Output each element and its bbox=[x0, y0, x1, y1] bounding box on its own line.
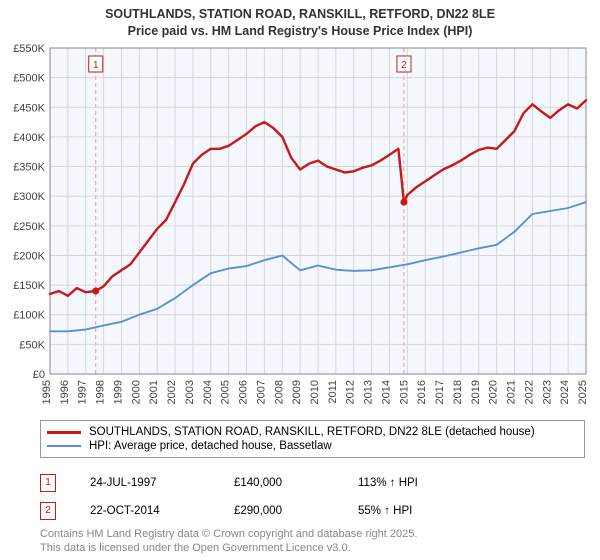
legend-label-ppd: SOUTHLANDS, STATION ROAD, RANSKILL, RETF… bbox=[89, 426, 535, 438]
svg-text:2025: 2025 bbox=[577, 380, 589, 404]
sale-row-1: 1 24-JUL-1997 £140,000 113% ↑ HPI bbox=[40, 468, 585, 496]
svg-text:2001: 2001 bbox=[148, 380, 160, 404]
title-line-2: Price paid vs. HM Land Registry's House … bbox=[0, 23, 600, 40]
legend-item-ppd: SOUTHLANDS, STATION ROAD, RANSKILL, RETF… bbox=[47, 425, 578, 439]
svg-text:1: 1 bbox=[93, 60, 99, 71]
svg-text:2021: 2021 bbox=[506, 380, 518, 404]
svg-text:£400K: £400K bbox=[13, 132, 45, 144]
svg-text:1998: 1998 bbox=[95, 380, 107, 404]
svg-text:£450K: £450K bbox=[13, 102, 45, 114]
svg-text:£200K: £200K bbox=[13, 250, 45, 262]
legend-swatch-ppd bbox=[47, 431, 81, 434]
svg-text:£300K: £300K bbox=[13, 191, 45, 203]
svg-text:2010: 2010 bbox=[309, 380, 321, 404]
svg-text:2005: 2005 bbox=[220, 380, 232, 404]
svg-text:2017: 2017 bbox=[434, 380, 446, 404]
svg-text:2012: 2012 bbox=[345, 380, 357, 404]
sale-price-1: £140,000 bbox=[234, 477, 324, 489]
svg-text:2020: 2020 bbox=[488, 380, 500, 404]
chart-area: £0 £50K £100K £150K £200K £250K £300K £350K £400… bbox=[8, 42, 592, 412]
svg-text:2022: 2022 bbox=[523, 380, 535, 404]
legend-label-hpi: HPI: Average price, detached house, Bass… bbox=[89, 440, 332, 452]
sale-ratio-2: 55% ↑ HPI bbox=[358, 505, 448, 517]
sale-price-2: £290,000 bbox=[234, 505, 324, 517]
svg-text:£500K: £500K bbox=[13, 73, 45, 85]
svg-text:2002: 2002 bbox=[166, 380, 178, 404]
svg-text:2018: 2018 bbox=[452, 380, 464, 404]
svg-text:2023: 2023 bbox=[541, 380, 553, 404]
sale-date-1: 24-JUL-1997 bbox=[90, 477, 200, 489]
svg-text:2016: 2016 bbox=[416, 380, 428, 404]
svg-text:2014: 2014 bbox=[380, 380, 392, 404]
line-chart-svg: £0 £50K £100K £150K £200K £250K £300K £350K £400… bbox=[8, 42, 592, 412]
sale-date-2: 22-OCT-2014 bbox=[90, 505, 200, 517]
svg-text:£0: £0 bbox=[33, 369, 45, 381]
title-line-1: SOUTHLANDS, STATION ROAD, RANSKILL, RETF… bbox=[0, 6, 600, 23]
legend: SOUTHLANDS, STATION ROAD, RANSKILL, RETF… bbox=[40, 420, 585, 458]
legend-item-hpi: HPI: Average price, detached house, Bass… bbox=[47, 439, 578, 453]
svg-text:2004: 2004 bbox=[202, 380, 214, 404]
svg-text:2013: 2013 bbox=[363, 380, 375, 404]
svg-text:2009: 2009 bbox=[291, 380, 303, 404]
sale-row-2: 2 22-OCT-2014 £290,000 55% ↑ HPI bbox=[40, 496, 585, 524]
sale-ratio-1: 113% ↑ HPI bbox=[358, 477, 448, 489]
svg-text:£550K: £550K bbox=[13, 43, 45, 55]
svg-text:£350K: £350K bbox=[13, 162, 45, 174]
svg-text:1997: 1997 bbox=[77, 380, 89, 404]
sale-marker-1: 1 bbox=[40, 474, 56, 492]
svg-text:2008: 2008 bbox=[273, 380, 285, 404]
chart-title: SOUTHLANDS, STATION ROAD, RANSKILL, RETF… bbox=[0, 0, 600, 40]
svg-text:2015: 2015 bbox=[398, 380, 410, 404]
svg-text:2019: 2019 bbox=[470, 380, 482, 404]
svg-text:2011: 2011 bbox=[327, 380, 339, 404]
svg-text:1996: 1996 bbox=[59, 380, 71, 404]
svg-text:1999: 1999 bbox=[112, 380, 124, 404]
svg-text:2000: 2000 bbox=[130, 380, 142, 404]
svg-text:£50K: £50K bbox=[19, 339, 45, 351]
legend-swatch-hpi bbox=[47, 445, 81, 447]
sales-table: 1 24-JUL-1997 £140,000 113% ↑ HPI 2 22-O… bbox=[40, 468, 585, 524]
svg-text:2024: 2024 bbox=[559, 380, 571, 404]
svg-text:2006: 2006 bbox=[238, 380, 250, 404]
svg-text:£250K: £250K bbox=[13, 221, 45, 233]
svg-text:2003: 2003 bbox=[184, 380, 196, 404]
svg-text:2007: 2007 bbox=[255, 380, 267, 404]
svg-text:2: 2 bbox=[401, 60, 407, 71]
sale-marker-2: 2 bbox=[40, 502, 56, 520]
footer-attribution: Contains HM Land Registry data © Crown c… bbox=[40, 528, 585, 556]
svg-text:1995: 1995 bbox=[41, 380, 53, 404]
svg-text:£100K: £100K bbox=[13, 310, 45, 322]
svg-text:£150K: £150K bbox=[13, 280, 45, 292]
